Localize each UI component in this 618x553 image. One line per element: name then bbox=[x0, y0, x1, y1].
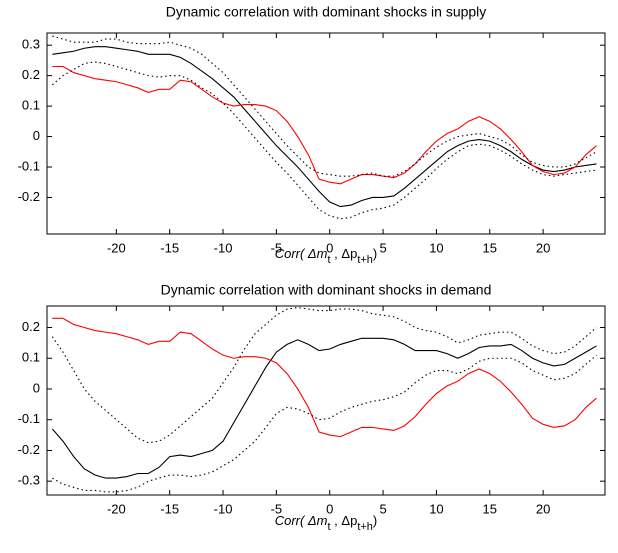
y-tick-label: 0.3 bbox=[22, 37, 40, 52]
y-tick-label: -0.1 bbox=[18, 158, 40, 173]
axes-box bbox=[46, 32, 606, 235]
x-tick-label: -10 bbox=[214, 501, 233, 516]
x-axis-label: Corr( Δmt , Δpt+h) bbox=[275, 513, 378, 533]
chart-title: Dynamic correlation with dominant shocks… bbox=[161, 282, 492, 298]
x-axis-label-part: ) bbox=[373, 513, 377, 528]
x-tick-label: 5 bbox=[379, 501, 386, 516]
x-tick-label: 10 bbox=[429, 240, 443, 255]
x-tick-label: -5 bbox=[271, 240, 283, 255]
data-line bbox=[52, 317, 597, 438]
x-axis-label-part: , Δp bbox=[331, 246, 358, 261]
y-tick-label: 0.1 bbox=[22, 350, 40, 365]
y-tick-label: -0.3 bbox=[18, 473, 40, 488]
x-tick-label: -20 bbox=[107, 240, 126, 255]
y-tick-label: 0 bbox=[33, 128, 40, 143]
y-tick-label: 0.1 bbox=[22, 98, 40, 113]
x-tick-label: 20 bbox=[536, 501, 550, 516]
x-axis-label-part: Corr( Δm bbox=[275, 246, 328, 261]
axes-box bbox=[46, 305, 606, 496]
x-tick-label: 20 bbox=[536, 240, 550, 255]
x-tick-label: -5 bbox=[271, 501, 283, 516]
x-tick-label: -15 bbox=[160, 501, 179, 516]
x-tick-label: 15 bbox=[483, 501, 497, 516]
x-axis-label: Corr( Δmt , Δpt+h) bbox=[275, 246, 378, 266]
data-line bbox=[52, 35, 597, 177]
y-tick-label: 0.2 bbox=[22, 319, 40, 334]
data-line bbox=[51, 306, 597, 444]
chart-title: Dynamic correlation with dominant shocks… bbox=[166, 4, 487, 20]
x-axis-label-part: ) bbox=[373, 246, 377, 261]
y-tick-label: -0.1 bbox=[18, 411, 40, 426]
x-tick-label: 0 bbox=[326, 240, 333, 255]
x-tick-label: -15 bbox=[160, 240, 179, 255]
x-axis-label-part: Corr( Δm bbox=[275, 513, 328, 528]
y-tick-label: 0 bbox=[33, 380, 40, 395]
data-line bbox=[52, 354, 597, 493]
x-tick-label: -20 bbox=[107, 501, 126, 516]
y-tick-label: 0.2 bbox=[22, 67, 40, 82]
x-axis-label-part: t bbox=[328, 521, 331, 533]
subplot: Dynamic correlation with dominant shocks… bbox=[18, 282, 606, 533]
x-tick-label: 5 bbox=[379, 240, 386, 255]
x-tick-label: 10 bbox=[429, 501, 443, 516]
x-axis-label-part: t+h bbox=[357, 521, 373, 533]
data-line bbox=[51, 61, 597, 220]
x-axis-label-part: t bbox=[328, 254, 331, 266]
data-line bbox=[52, 46, 597, 208]
x-tick-label: 15 bbox=[483, 240, 497, 255]
subplot: Dynamic correlation with dominant shocks… bbox=[18, 4, 606, 266]
data-line bbox=[51, 337, 597, 479]
data-line bbox=[52, 65, 597, 185]
x-tick-label: -10 bbox=[214, 240, 233, 255]
y-tick-label: -0.2 bbox=[18, 189, 40, 204]
y-tick-label: -0.2 bbox=[18, 442, 40, 457]
x-axis-label-part: t+h bbox=[357, 254, 373, 266]
x-axis-label-part: , Δp bbox=[331, 513, 358, 528]
x-tick-label: 0 bbox=[326, 501, 333, 516]
